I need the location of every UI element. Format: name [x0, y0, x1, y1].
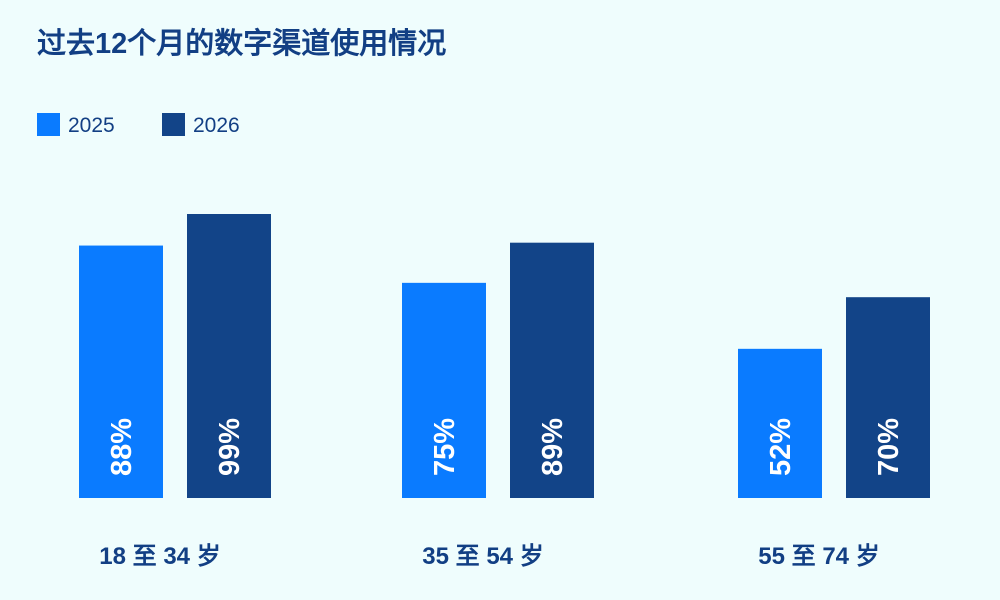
value-label: 75% [429, 418, 461, 476]
value-label: 88% [106, 418, 138, 476]
x-tick-label: 35 至 54 岁 [422, 542, 543, 570]
chart-title: 过去12个月的数字渠道使用情况 [37, 26, 446, 60]
legend-swatch [162, 113, 185, 136]
bar [187, 214, 271, 498]
value-label: 89% [537, 418, 569, 476]
value-label: 70% [873, 418, 905, 476]
value-label: 99% [214, 418, 246, 476]
legend-label: 2025 [68, 114, 115, 137]
x-tick-label: 55 至 74 岁 [758, 542, 879, 570]
bar [402, 282, 486, 498]
bar [79, 245, 163, 498]
legend-swatch [37, 113, 60, 136]
bar [510, 242, 594, 498]
bar [846, 297, 930, 498]
bar [738, 348, 822, 498]
legend-label: 2026 [193, 114, 240, 137]
x-tick-label: 18 至 34 岁 [99, 542, 220, 570]
value-label: 52% [765, 418, 797, 476]
